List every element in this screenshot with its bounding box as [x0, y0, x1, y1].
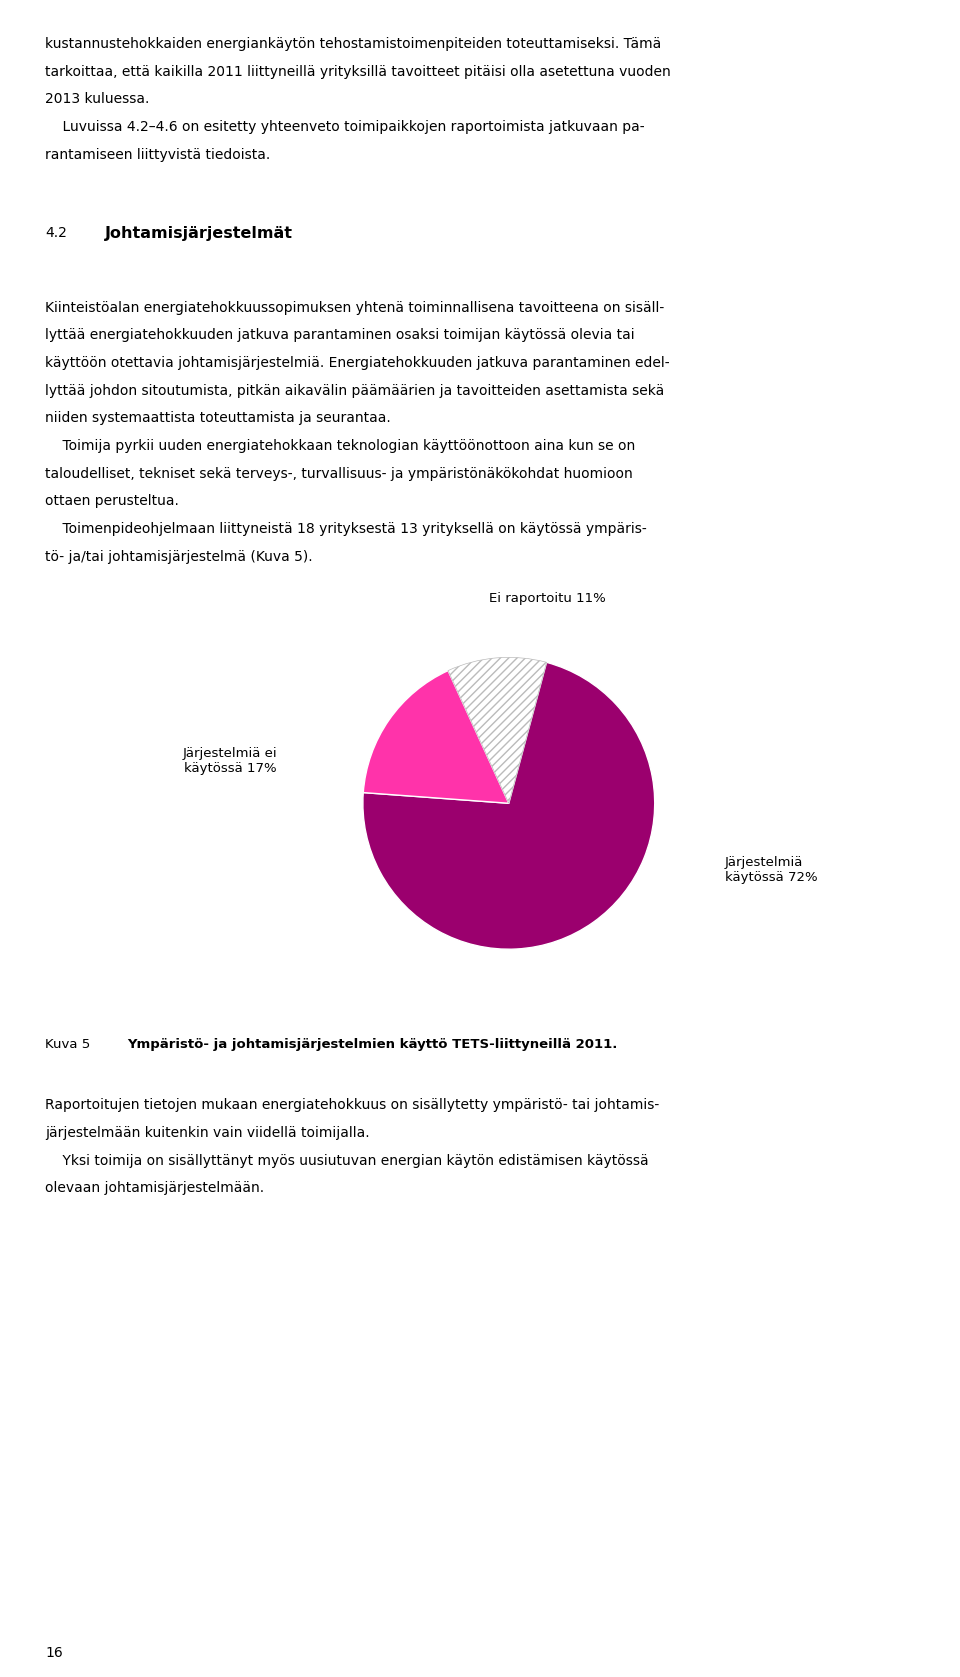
Text: Raportoitujen tietojen mukaan energiatehokkuus on sisällytetty ympäristö- tai jo: Raportoitujen tietojen mukaan energiateh… — [45, 1098, 660, 1112]
Text: tö- ja/tai johtamisjärjestelmä (Kuva 5).: tö- ja/tai johtamisjärjestelmä (Kuva 5). — [45, 550, 313, 563]
Text: lyttää johdon sitoutumista, pitkän aikavälin päämäärien ja tavoitteiden asettami: lyttää johdon sitoutumista, pitkän aikav… — [45, 384, 664, 397]
Text: Ympäristö- ja johtamisjärjestelmien käyttö TETS-liittyneillä 2011.: Ympäristö- ja johtamisjärjestelmien käyt… — [127, 1038, 617, 1050]
Wedge shape — [363, 662, 655, 949]
Text: Toimija pyrkii uuden energiatehokkaan teknologian käyttöönottoon aina kun se on: Toimija pyrkii uuden energiatehokkaan te… — [45, 439, 636, 453]
Text: Luvuissa 4.2–4.6 on esitetty yhteenveto toimipaikkojen raportoimista jatkuvaan p: Luvuissa 4.2–4.6 on esitetty yhteenveto … — [45, 121, 645, 134]
Text: Ei raportoitu 11%: Ei raportoitu 11% — [489, 592, 606, 605]
Text: olevaan johtamisjärjestelmään.: olevaan johtamisjärjestelmään. — [45, 1181, 264, 1196]
Wedge shape — [363, 671, 509, 803]
Wedge shape — [448, 657, 546, 803]
Text: 4.2: 4.2 — [45, 226, 67, 240]
Text: käyttöön otettavia johtamisjärjestelmiä. Energiatehokkuuden jatkuva parantaminen: käyttöön otettavia johtamisjärjestelmiä.… — [45, 356, 670, 371]
Text: lyttää energiatehokkuuden jatkuva parantaminen osaksi toimijan käytössä olevia t: lyttää energiatehokkuuden jatkuva parant… — [45, 329, 635, 342]
Text: Toimenpideohjelmaan liittyneistä 18 yrityksestä 13 yrityksellä on käytössä ympär: Toimenpideohjelmaan liittyneistä 18 yrit… — [45, 522, 647, 537]
Text: 16: 16 — [45, 1647, 62, 1660]
Text: tarkoittaa, että kaikilla 2011 liittyneillä yrityksillä tavoitteet pitäisi olla : tarkoittaa, että kaikilla 2011 liittynei… — [45, 64, 671, 79]
Text: niiden systemaattista toteuttamista ja seurantaa.: niiden systemaattista toteuttamista ja s… — [45, 411, 391, 426]
Text: järjestelmään kuitenkin vain viidellä toimijalla.: järjestelmään kuitenkin vain viidellä to… — [45, 1125, 370, 1140]
Text: taloudelliset, tekniset sekä terveys-, turvallisuus- ja ympäristönäkökohdat huom: taloudelliset, tekniset sekä terveys-, t… — [45, 466, 633, 481]
Text: Kiinteistöalan energiatehokkuussopimuksen yhtenä toiminnallisena tavoitteena on : Kiinteistöalan energiatehokkuussopimukse… — [45, 300, 664, 315]
Text: kustannustehokkaiden energiankäytön tehostamistoimenpiteiden toteuttamiseksi. Tä: kustannustehokkaiden energiankäytön teho… — [45, 37, 661, 50]
Text: rantamiseen liittyvistä tiedoista.: rantamiseen liittyvistä tiedoista. — [45, 148, 271, 161]
Text: 2013 kuluessa.: 2013 kuluessa. — [45, 92, 150, 106]
Text: Kuva 5: Kuva 5 — [45, 1038, 90, 1050]
Text: ottaen perusteltua.: ottaen perusteltua. — [45, 495, 179, 508]
Text: Yksi toimija on sisällyttänyt myös uusiutuvan energian käytön edistämisen käytös: Yksi toimija on sisällyttänyt myös uusiu… — [45, 1154, 649, 1167]
Text: Johtamisjärjestelmät: Johtamisjärjestelmät — [105, 226, 293, 241]
Text: Järjestelmiä ei
käytössä 17%: Järjestelmiä ei käytössä 17% — [183, 748, 277, 775]
Text: Järjestelmiä
käytössä 72%: Järjestelmiä käytössä 72% — [725, 857, 817, 884]
